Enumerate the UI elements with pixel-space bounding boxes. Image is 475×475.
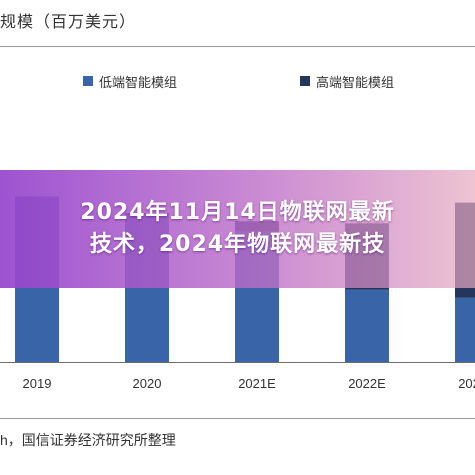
banner-line-1: 2024年11月14日物联网最新 [80,200,395,225]
x-tick-label: 2022E [348,376,386,391]
x-tick-label: 2019 [23,376,52,391]
bottom-frame-line [0,418,475,419]
x-tick-label: 2023E [458,376,475,391]
legend-item-low-end: 低端智能模组 [83,73,178,90]
banner-line-2: 技术，2024年物联网最新技 [89,232,386,257]
legend-swatch-low-end [83,76,93,86]
top-frame-line [0,46,475,47]
legend-item-high-end: 高端智能模组 [300,73,395,90]
legend-label-high-end: 高端智能模组 [316,74,395,90]
overlay-banner: 2024年11月14日物联网最新 技术，2024年物联网最新技 [0,170,475,288]
source-note: h，国信证券经济研究所整理 [0,432,176,448]
bar-low-end-2023E [455,297,475,362]
bar-low-end-2022E [345,289,389,362]
x-tick-label: 2021E [238,376,276,391]
legend-label-low-end: 低端智能模组 [99,74,178,90]
chart-title: 规模（百万美元） [0,14,137,31]
x-tick-label: 2020 [133,376,162,391]
legend-swatch-high-end [300,76,310,86]
